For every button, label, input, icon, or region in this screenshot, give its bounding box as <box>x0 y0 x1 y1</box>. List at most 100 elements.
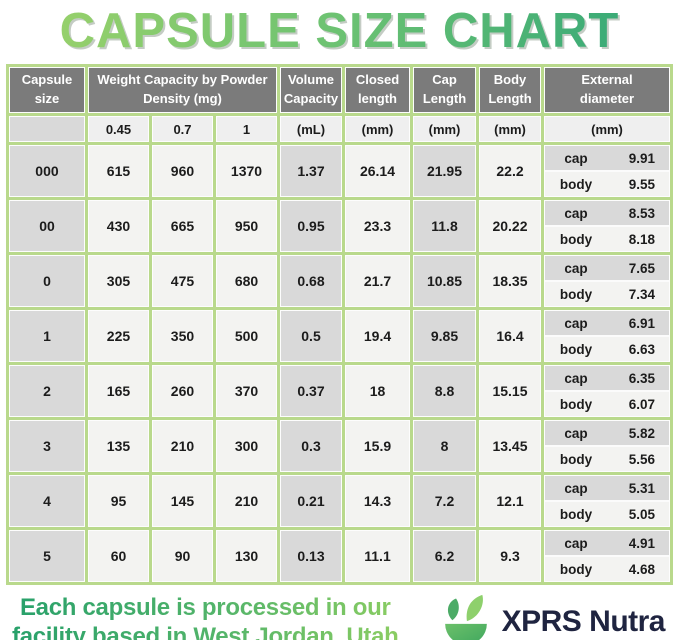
volume-capacity-cell: 0.5 <box>280 310 342 362</box>
external-diameter-group: cap 6.91 body 6.63 <box>545 311 669 361</box>
subheader-density-1: 1 <box>215 116 277 142</box>
closed-length-cell: 15.9 <box>345 420 410 472</box>
body-diameter-value: 9.55 <box>628 176 655 192</box>
weight-07-value: 960 <box>170 163 195 179</box>
capsule-size-value: 000 <box>35 163 59 179</box>
body-length-cell: 22.2 <box>479 145 541 197</box>
closed-length-cell: 23.3 <box>345 200 410 252</box>
brand-name: XPRS Nutra <box>501 605 666 639</box>
weight-045-value: 165 <box>106 383 131 399</box>
closed-length-value: 14.3 <box>363 493 392 509</box>
weight-045-cell: 135 <box>87 420 149 472</box>
footer: Each capsule is processed in our facilit… <box>0 585 679 640</box>
external-diameter-cap-row: cap 8.53 <box>545 201 669 227</box>
external-diameter-cell: cap 6.91 body 6.63 <box>544 310 670 362</box>
weight-07-value: 665 <box>170 218 195 234</box>
weight-045-value: 60 <box>110 548 127 564</box>
body-diameter-value: 5.05 <box>628 506 655 522</box>
body-diameter-value: 7.34 <box>628 286 655 302</box>
closed-length-value: 21.7 <box>363 273 392 289</box>
volume-capacity-cell: 0.13 <box>280 530 342 582</box>
body-length-value: 16.4 <box>496 328 524 344</box>
weight-045-cell: 305 <box>87 255 149 307</box>
weight-07-value: 210 <box>170 438 195 454</box>
weight-1-cell: 300 <box>215 420 277 472</box>
table-row: 5 60 90 130 0.13 11.1 6.2 9.3 cap 4.91 b… <box>8 530 670 582</box>
weight-045-cell: 60 <box>87 530 149 582</box>
cap-diameter-value: 7.65 <box>628 260 655 276</box>
cap-length-value: 21.95 <box>426 163 463 179</box>
subheader-density-07: 0.7 <box>151 116 213 142</box>
footer-caption: Each capsule is processed in our facilit… <box>12 593 399 640</box>
external-diameter-cell: cap 9.91 body 9.55 <box>544 145 670 197</box>
capsule-size-value: 4 <box>43 493 51 509</box>
subheader-volume-unit: (mL) <box>280 116 342 142</box>
external-diameter-cap-row: cap 5.82 <box>545 421 669 447</box>
external-diameter-group: cap 6.35 body 6.07 <box>545 366 669 416</box>
col-header-body-length: Body Length <box>479 67 541 113</box>
body-length-value: 15.15 <box>492 383 528 399</box>
body-length-cell: 18.35 <box>479 255 541 307</box>
cap-label: cap <box>564 480 588 496</box>
external-diameter-cell: cap 5.82 body 5.56 <box>544 420 670 472</box>
cap-length-cell: 21.95 <box>413 145 476 197</box>
weight-045-cell: 95 <box>87 475 149 527</box>
footer-caption-line2: facility based in West Jordan, Utah <box>12 623 399 640</box>
closed-length-cell: 11.1 <box>345 530 410 582</box>
external-diameter-cell: cap 5.31 body 5.05 <box>544 475 670 527</box>
volume-capacity-value: 0.37 <box>297 383 325 399</box>
subheader-row: 0.45 0.7 1 (mL) (mm) (mm) (mm) (mm) <box>8 116 670 142</box>
weight-07-cell: 145 <box>151 475 213 527</box>
table-row: 1 225 350 500 0.5 19.4 9.85 16.4 cap 6.9… <box>8 310 670 362</box>
closed-length-value: 18 <box>369 383 386 399</box>
table-row: 2 165 260 370 0.37 18 8.8 15.15 cap 6.35… <box>8 365 670 417</box>
cap-length-value: 6.2 <box>434 548 455 564</box>
weight-1-value: 950 <box>234 218 259 234</box>
volume-capacity-value: 0.95 <box>297 218 325 234</box>
weight-045-value: 95 <box>110 493 127 509</box>
body-label: body <box>559 176 593 192</box>
external-diameter-cap-row: cap 5.31 <box>545 476 669 502</box>
external-diameter-cap-row: cap 6.91 <box>545 311 669 337</box>
body-label: body <box>559 231 593 247</box>
weight-07-cell: 90 <box>151 530 213 582</box>
cap-diameter-value: 6.91 <box>628 315 655 331</box>
weight-045-value: 615 <box>106 163 131 179</box>
external-diameter-body-row: body 4.68 <box>545 557 669 581</box>
body-label: body <box>559 286 593 302</box>
capsule-size-cell: 0 <box>8 255 85 307</box>
cap-length-value: 9.85 <box>430 328 459 344</box>
capsule-size-value: 3 <box>43 438 51 454</box>
weight-07-cell: 260 <box>151 365 213 417</box>
capsule-size-value: 0 <box>43 273 51 289</box>
weight-045-value: 135 <box>106 438 131 454</box>
body-length-value: 12.1 <box>496 493 524 509</box>
external-diameter-cell: cap 7.65 body 7.34 <box>544 255 670 307</box>
weight-045-cell: 430 <box>87 200 149 252</box>
cap-diameter-value: 4.91 <box>628 535 655 551</box>
body-length-cell: 16.4 <box>479 310 541 362</box>
body-diameter-value: 6.07 <box>628 396 655 412</box>
subheader-diameter-unit: (mm) <box>544 116 670 142</box>
col-header-cap-length: Cap Length <box>413 67 476 113</box>
external-diameter-group: cap 7.65 body 7.34 <box>545 256 669 306</box>
external-diameter-body-row: body 6.07 <box>545 392 669 416</box>
external-diameter-cell: cap 8.53 body 8.18 <box>544 200 670 252</box>
closed-length-value: 26.14 <box>359 163 396 179</box>
subheader-cap-unit: (mm) <box>413 116 476 142</box>
capsule-size-cell: 5 <box>8 530 85 582</box>
weight-07-value: 260 <box>170 383 195 399</box>
closed-length-cell: 21.7 <box>345 255 410 307</box>
body-label: body <box>559 341 593 357</box>
volume-capacity-cell: 0.68 <box>280 255 342 307</box>
weight-07-cell: 210 <box>151 420 213 472</box>
footer-caption-line1: Each capsule is processed in our <box>19 594 391 621</box>
weight-1-cell: 680 <box>215 255 277 307</box>
col-header-capsule-size: Capsule size <box>8 67 85 113</box>
body-length-cell: 20.22 <box>479 200 541 252</box>
cap-length-cell: 6.2 <box>413 530 476 582</box>
volume-capacity-value: 0.5 <box>301 328 321 344</box>
body-length-cell: 12.1 <box>479 475 541 527</box>
body-length-value: 13.45 <box>492 438 528 454</box>
